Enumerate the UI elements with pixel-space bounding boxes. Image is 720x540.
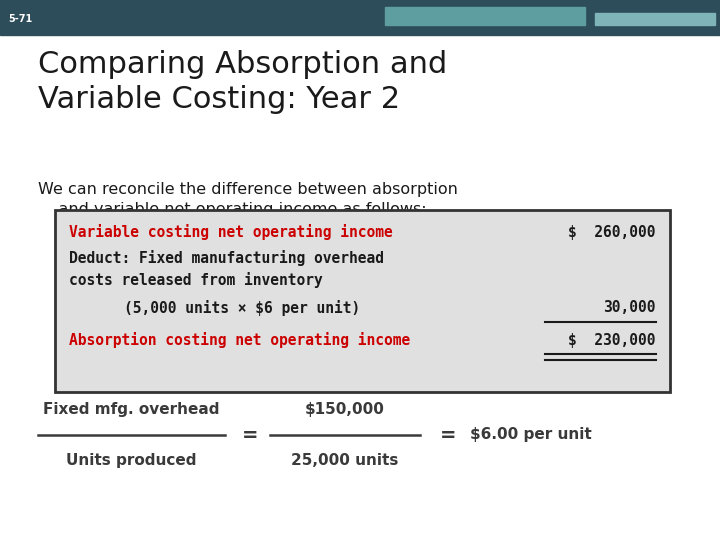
Text: (5,000 units × $6 per unit): (5,000 units × $6 per unit) xyxy=(89,300,360,316)
Text: We can reconcile the difference between absorption: We can reconcile the difference between … xyxy=(38,182,458,197)
Text: Deduct: Fixed manufacturing overhead: Deduct: Fixed manufacturing overhead xyxy=(69,250,384,266)
Text: 5-71: 5-71 xyxy=(8,14,32,24)
Text: costs released from inventory: costs released from inventory xyxy=(69,272,323,288)
Text: $6.00 per unit: $6.00 per unit xyxy=(470,428,592,442)
Text: =: = xyxy=(242,426,258,444)
Bar xyxy=(595,13,715,25)
Text: $150,000: $150,000 xyxy=(305,402,385,417)
Text: Variable costing net operating income: Variable costing net operating income xyxy=(69,224,392,240)
Text: 25,000 units: 25,000 units xyxy=(292,453,399,468)
Bar xyxy=(385,7,585,25)
Text: Units produced: Units produced xyxy=(66,453,197,468)
Text: Comparing Absorption and
Variable Costing: Year 2: Comparing Absorption and Variable Costin… xyxy=(38,50,447,114)
Text: $  230,000: $ 230,000 xyxy=(569,333,656,348)
Text: $  260,000: $ 260,000 xyxy=(569,225,656,240)
Text: Fixed mfg. overhead: Fixed mfg. overhead xyxy=(43,402,220,417)
Text: and variable net operating income as follows:: and variable net operating income as fol… xyxy=(38,202,427,217)
Bar xyxy=(0,0,720,35)
FancyBboxPatch shape xyxy=(55,210,670,392)
Text: 30,000: 30,000 xyxy=(603,300,656,315)
Text: =: = xyxy=(440,426,456,444)
Text: Absorption costing net operating income: Absorption costing net operating income xyxy=(69,332,410,348)
